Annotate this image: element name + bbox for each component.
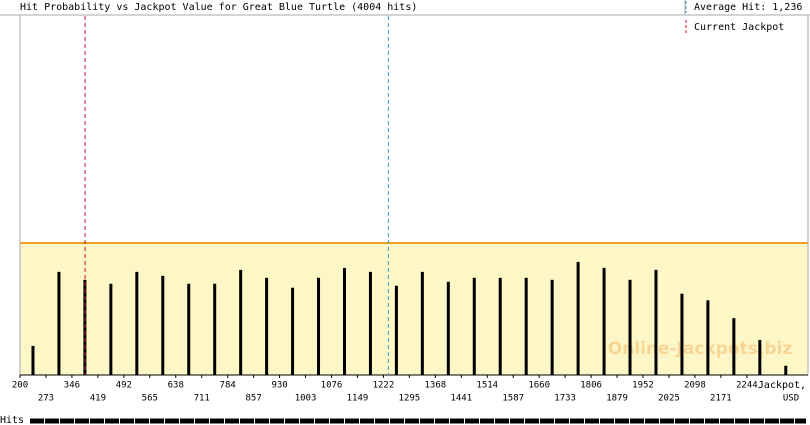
bar (446, 281, 450, 375)
x-tick-label: 273 (38, 394, 54, 404)
x-tick-label: 419 (90, 394, 106, 404)
x-axis-label: Jackpot, (758, 380, 806, 391)
y-axis-label: Hits (0, 415, 24, 425)
x-tick-label: 857 (245, 394, 261, 404)
bar (291, 287, 295, 375)
bar (135, 271, 139, 375)
x-tick-label: 784 (220, 381, 236, 391)
watermark: Online-Jackpots.biz (608, 339, 793, 359)
x-tick-label: 1222 (373, 381, 395, 391)
x-tick-label: 1879 (606, 394, 628, 404)
x-tick-label: 1660 (528, 381, 550, 391)
bar (472, 277, 476, 375)
bar (550, 279, 554, 375)
bar (732, 318, 736, 375)
legend-average: Average Hit: 1,236 (694, 2, 802, 13)
bar (576, 261, 580, 375)
bar (368, 271, 372, 375)
bar (394, 285, 398, 375)
bar (265, 277, 269, 375)
bar (758, 339, 762, 375)
x-tick-label: 1587 (502, 394, 524, 404)
bar (57, 271, 61, 375)
legend-jackpot: Current Jackpot (694, 22, 784, 33)
bar (342, 267, 346, 375)
x-tick-label: 2244 (736, 381, 758, 391)
x-tick-label: 1003 (295, 394, 317, 404)
x-tick-label: 565 (142, 394, 158, 404)
bar (213, 283, 217, 375)
x-tick-label: 2025 (658, 394, 680, 404)
x-tick-label: 1368 (424, 381, 446, 391)
x-tick-label: 711 (194, 394, 210, 404)
bar (706, 300, 710, 375)
x-tick-label: 492 (116, 381, 132, 391)
bar (31, 345, 35, 375)
x-tick-label: 1295 (399, 394, 421, 404)
x-tick-label: 200 (12, 381, 28, 391)
bar (524, 277, 528, 375)
x-tick-label: 1733 (554, 394, 576, 404)
chart-title: Hit Probability vs Jackpot Value for Gre… (20, 2, 417, 13)
x-tick-label: 1514 (476, 381, 498, 391)
x-tick-label: 1149 (347, 394, 369, 404)
bar (420, 271, 424, 375)
x-tick-label: 1952 (632, 381, 654, 391)
bar (628, 279, 632, 375)
bar (654, 269, 658, 375)
x-tick-label: 346 (64, 381, 80, 391)
bar (680, 293, 684, 375)
x-tick-label: 638 (168, 381, 184, 391)
x-tick-label: 1806 (580, 381, 602, 391)
bar (161, 275, 165, 375)
bar (498, 277, 502, 375)
x-tick-label: 2098 (684, 381, 706, 391)
x-tick-label: 1441 (450, 394, 472, 404)
bar (239, 269, 243, 375)
bar (602, 267, 606, 375)
bar (784, 365, 788, 375)
x-tick-label: 2171 (710, 394, 732, 404)
bar (187, 283, 191, 375)
bar (317, 277, 321, 375)
bar (109, 283, 113, 375)
x-tick-label: 1076 (321, 381, 343, 391)
band (20, 243, 808, 375)
x-tick-label: 930 (271, 381, 287, 391)
x-axis-label: USD (783, 394, 799, 404)
